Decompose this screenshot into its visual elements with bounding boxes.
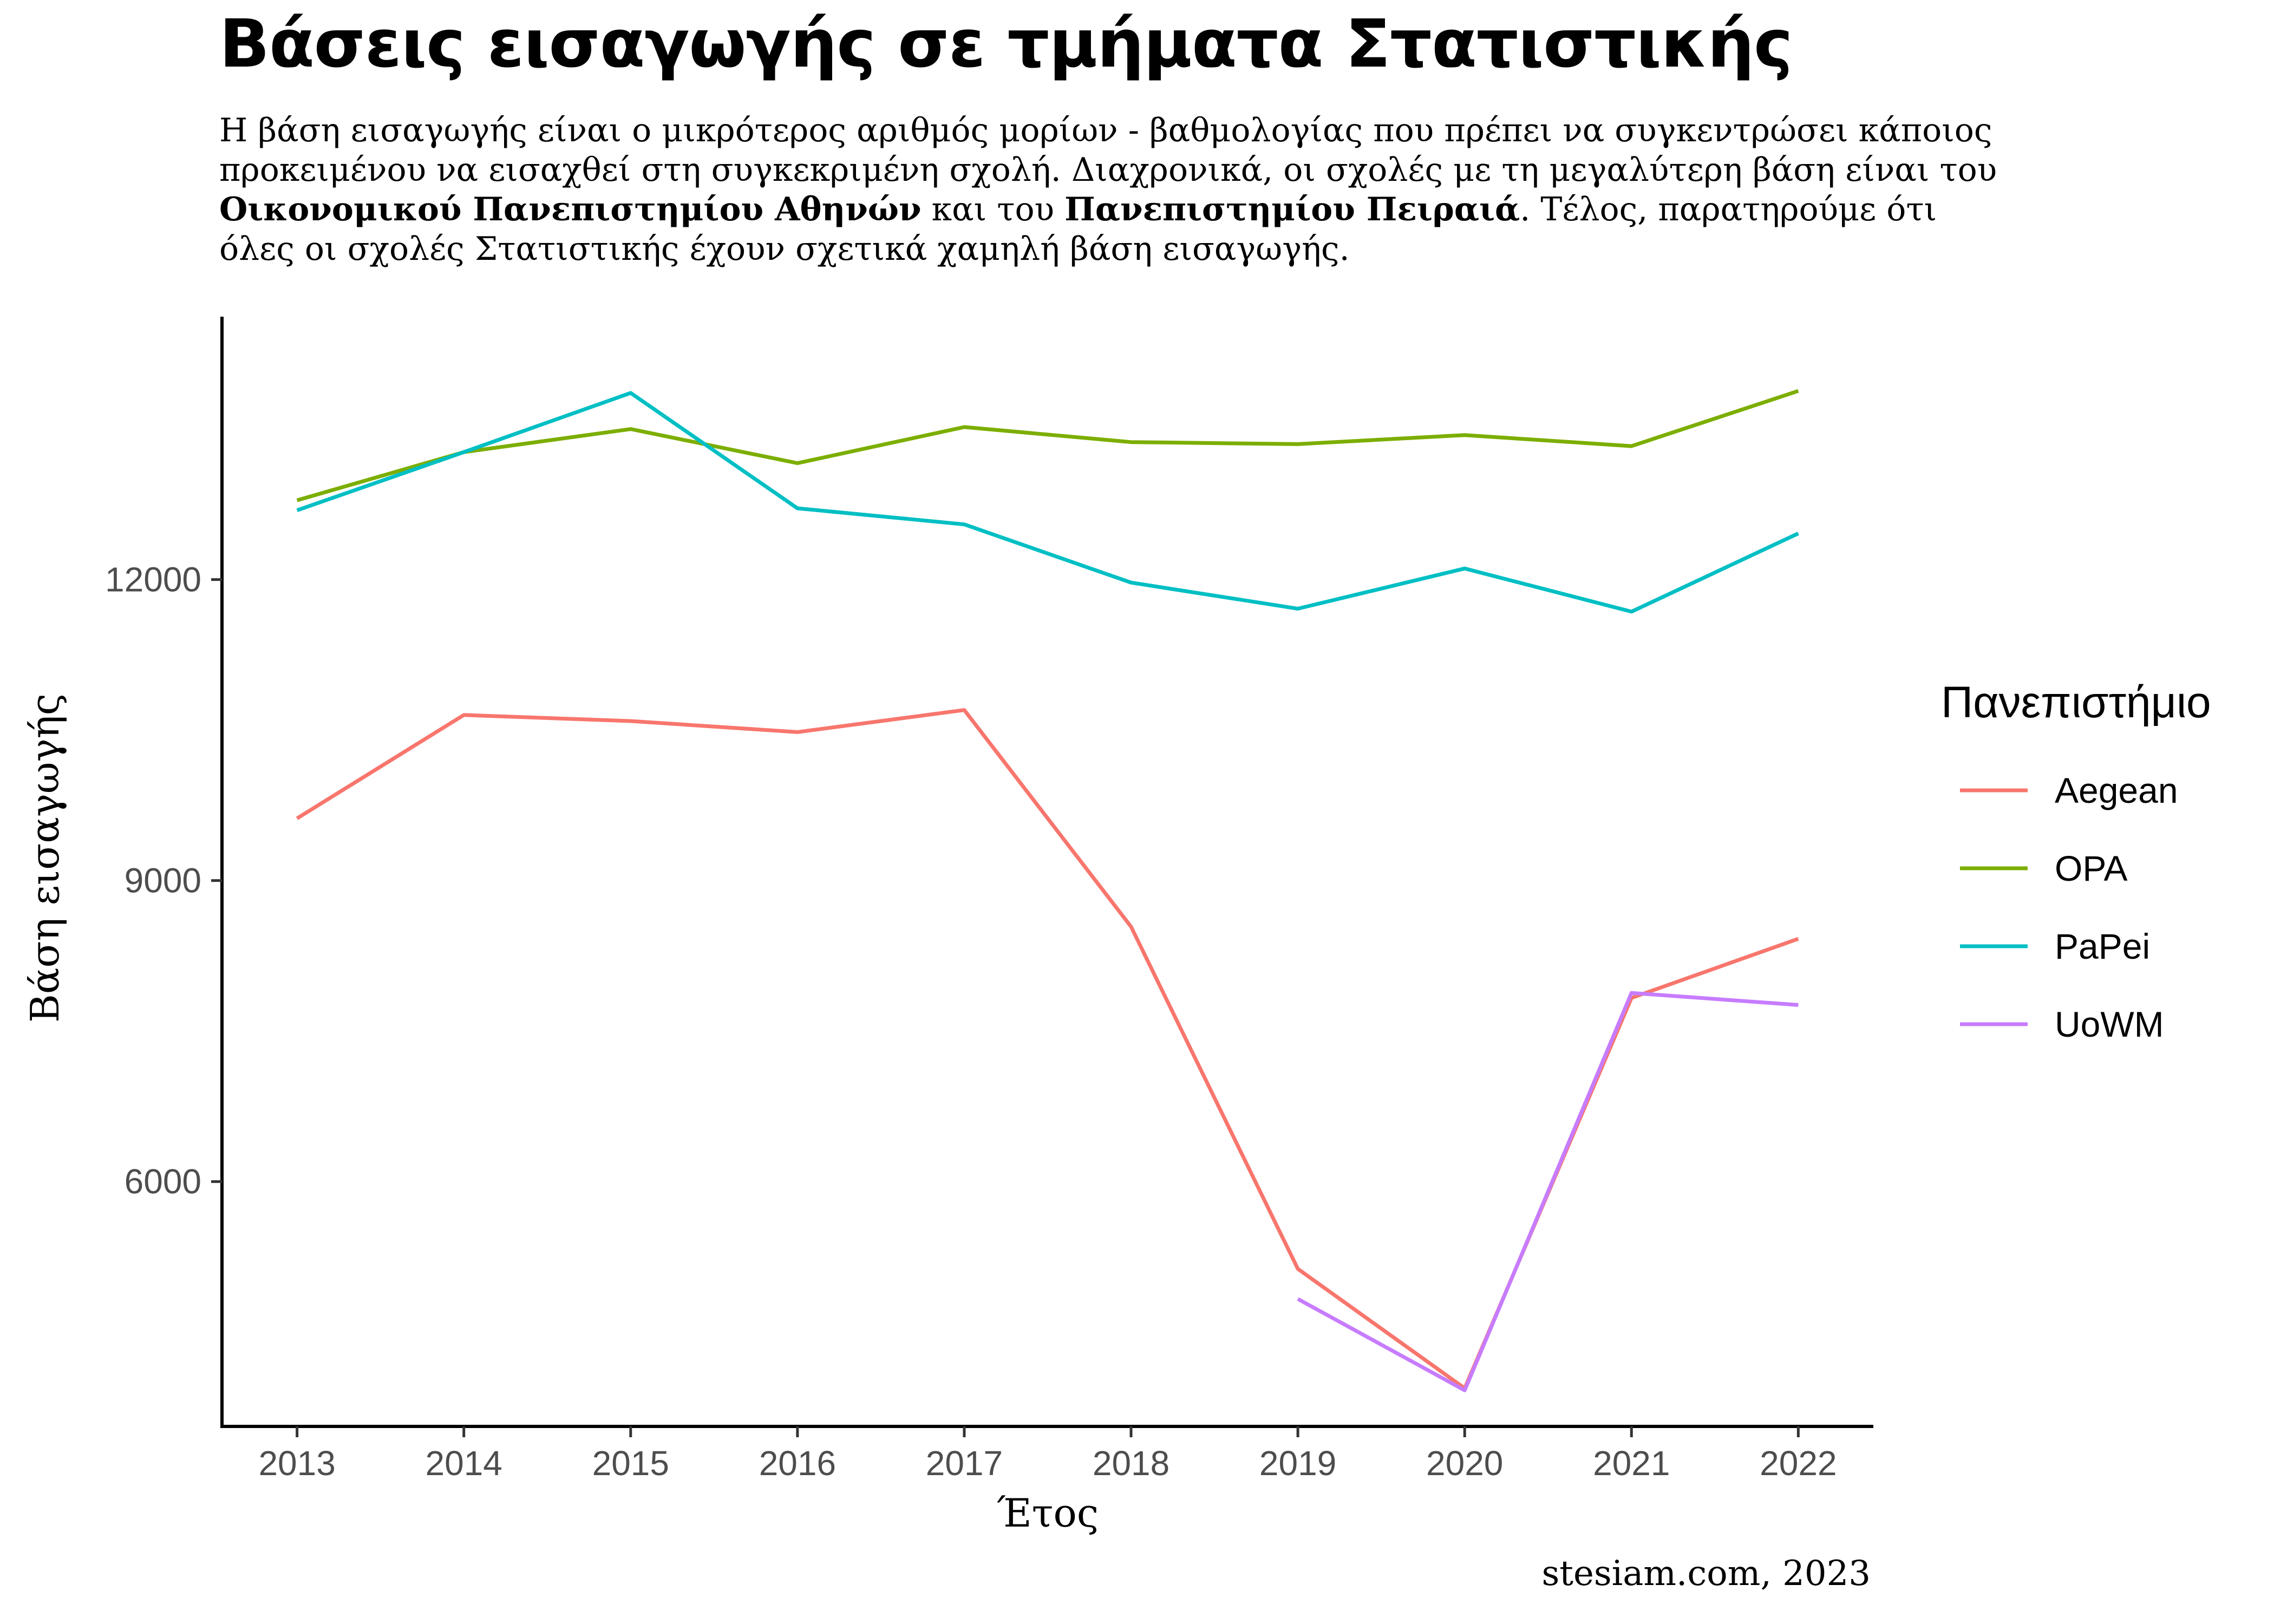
x-tick-label: 2017	[926, 1444, 1003, 1483]
x-tick-label: 2016	[759, 1444, 836, 1483]
y-tick-label: 9000	[125, 861, 201, 900]
x-tick-label: 2014	[426, 1444, 502, 1483]
y-axis-title: Βάση εισαγωγής	[22, 693, 68, 1023]
series-line-aegean	[296, 708, 1799, 1391]
x-tick-label: 2022	[1760, 1444, 1837, 1483]
x-axis-title: Έτος	[997, 1490, 1099, 1536]
series-line-opa	[296, 389, 1799, 502]
legend-title: Πανεπιστήμιο	[1941, 678, 2211, 727]
chart-subtitle: Η βάση εισαγωγής είναι ο μικρότερος αριθ…	[219, 111, 2006, 269]
x-tick-label: 2019	[1259, 1444, 1336, 1483]
y-tick-label: 12000	[105, 560, 201, 599]
chart-caption: stesiam.com, 2023	[1541, 1554, 1871, 1594]
subtitle-text-2: και του	[921, 191, 1065, 228]
x-tick-label: 2021	[1593, 1444, 1670, 1483]
subtitle-bold-opa: Οικονομικού Πανεπιστημίου Αθηνών	[219, 191, 922, 228]
subtitle-text-3: . Τέλος, παρατηρούμε ότι όλες οι σχολές …	[219, 191, 1937, 268]
series-line-papei	[296, 391, 1799, 614]
subtitle-text-1: Η βάση εισαγωγής είναι ο μικρότερος αριθ…	[219, 112, 1997, 189]
legend-label-aegean: Aegean	[2055, 770, 2178, 810]
legend-label-papei: PaPei	[2055, 926, 2150, 966]
x-tick-label: 2015	[592, 1444, 669, 1483]
y-tick-label: 6000	[125, 1162, 201, 1201]
series-line-uowm	[1297, 991, 1799, 1392]
legend: Πανεπιστήμιο Aegean OPA PaPei UoWM	[1941, 678, 2211, 1044]
subtitle-bold-papei: Πανεπιστημίου Πειραιά	[1064, 191, 1520, 228]
legend-label-uowm: UoWM	[2055, 1004, 2164, 1044]
chart-title: Βάσεις εισαγωγής σε τμήματα Στατιστικής	[219, 5, 1793, 82]
x-tick-label: 2018	[1093, 1444, 1169, 1483]
x-tick-label: 2020	[1426, 1444, 1503, 1483]
x-tick-label: 2013	[258, 1444, 335, 1483]
legend-label-opa: OPA	[2055, 848, 2127, 888]
